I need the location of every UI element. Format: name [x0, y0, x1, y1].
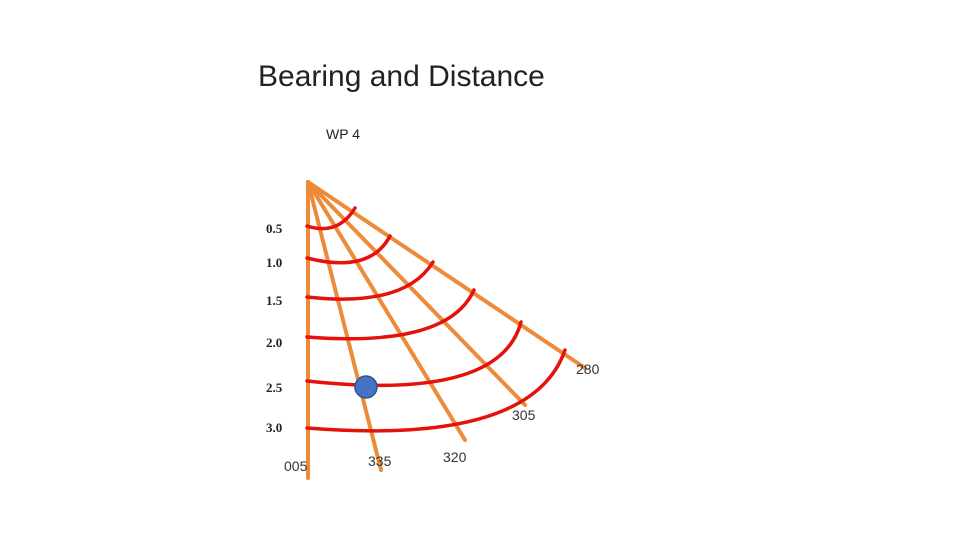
distance-label: 0.5 [266, 221, 283, 236]
bearing-label: 005 [284, 458, 308, 474]
arc [305, 288, 476, 341]
distance-label: 1.0 [266, 255, 282, 270]
arc [305, 320, 523, 388]
position-marker [354, 375, 378, 399]
distance-label: 2.0 [266, 335, 282, 350]
distance-label: 3.0 [266, 420, 282, 435]
waypoint-label: WP 4 [326, 126, 360, 142]
distance-labels: 0.5 1.0 1.5 2.0 2.5 3.0 [266, 221, 283, 435]
ray [306, 180, 587, 370]
distance-label: 2.5 [266, 380, 283, 395]
arc [305, 234, 392, 265]
distance-label: 1.5 [266, 293, 283, 308]
bearing-labels: 005 335 320 305 280 [284, 361, 600, 474]
arc [305, 206, 357, 231]
bearing-label: 280 [576, 361, 600, 377]
bearing-label: 335 [368, 453, 392, 469]
distance-arcs [305, 206, 567, 433]
arc [305, 348, 567, 433]
bearing-label: 305 [512, 407, 536, 423]
arc [305, 260, 435, 301]
bearing-label: 320 [443, 449, 467, 465]
title: Bearing and Distance [258, 60, 545, 93]
